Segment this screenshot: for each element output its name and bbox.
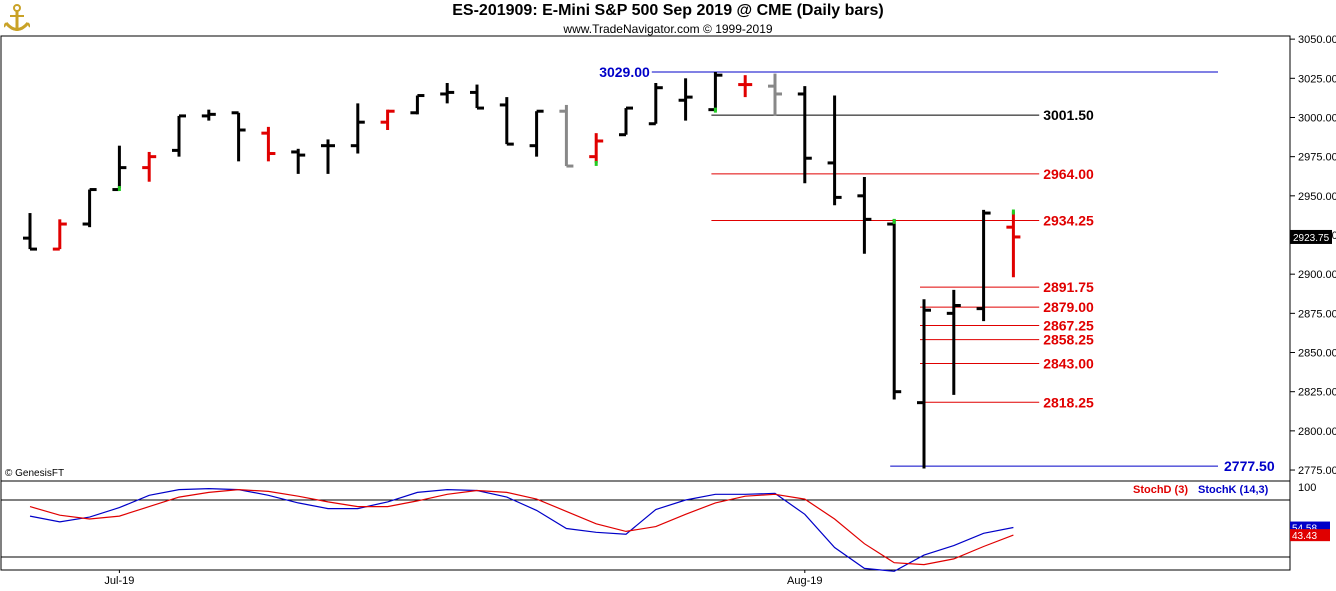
y-tick-label: 2900.00 xyxy=(1298,269,1336,281)
level-label: 2867.25 xyxy=(1043,317,1094,333)
y-tick-label: 2950.00 xyxy=(1298,191,1336,203)
y-tick-label: 3025.00 xyxy=(1298,73,1336,85)
chart-subtitle: www.TradeNavigator.com © 1999-2019 xyxy=(563,22,773,36)
stoch-series-line xyxy=(29,488,1014,566)
chart-title: ES-201909: E-Mini S&P 500 Sep 2019 @ CME… xyxy=(452,2,884,19)
price-panel-frame xyxy=(0,35,1291,482)
level-label: 3029.00 xyxy=(599,64,650,80)
level-label: 2934.25 xyxy=(1043,213,1094,229)
anchor-logo-icon xyxy=(4,4,30,31)
level-label: 2964.00 xyxy=(1043,166,1094,182)
y-tick-label: 2875.00 xyxy=(1298,308,1336,320)
price-bars xyxy=(23,72,1021,469)
x-tick-label: Jul-19 xyxy=(104,575,134,587)
data-credit: © GenesisFT xyxy=(5,468,65,479)
last-price-box xyxy=(1290,229,1332,244)
stoch-series-line xyxy=(29,487,1014,572)
price-levels: 3029.00 3001.50 2964.00 2934.25 2891.75 2879.… xyxy=(599,64,1275,474)
y-tick-label: 3050.00 xyxy=(1298,34,1336,46)
level-label: 2879.00 xyxy=(1043,299,1094,315)
y-tick-label: 3000.00 xyxy=(1298,112,1336,124)
level-label: 3001.50 xyxy=(1043,107,1094,123)
price-axis: 3050.003025.003000.002975.002950.002925.… xyxy=(104,34,1336,587)
level-label: 2818.25 xyxy=(1043,394,1094,410)
level-label: 2858.25 xyxy=(1043,332,1094,348)
level-label: 2843.00 xyxy=(1043,355,1094,371)
y-tick-label: 2850.00 xyxy=(1298,348,1336,360)
stoch-d-value-box xyxy=(1290,529,1330,542)
x-tick-label: Aug-19 xyxy=(787,575,822,587)
stoch-legend-k: StochK (14,3) xyxy=(1198,484,1269,496)
level-label: 2777.50 xyxy=(1224,458,1275,474)
last-price-label: 2923.75 xyxy=(1293,233,1330,244)
level-label: 2891.75 xyxy=(1043,279,1094,295)
y-tick-label: 2800.00 xyxy=(1298,426,1336,438)
y-tick-label: 2775.00 xyxy=(1298,465,1336,477)
stoch-k-value: 54.58 xyxy=(1292,524,1317,535)
stoch-legend-d: StochD (3) xyxy=(1133,484,1188,496)
y-tick-label: 2975.00 xyxy=(1298,152,1336,164)
y-tick-label: 2825.00 xyxy=(1298,387,1336,399)
chart-frame xyxy=(0,35,1291,571)
stoch-axis-label: 100 xyxy=(1298,482,1316,494)
stoch-d-value: 43.43 xyxy=(1292,531,1317,542)
